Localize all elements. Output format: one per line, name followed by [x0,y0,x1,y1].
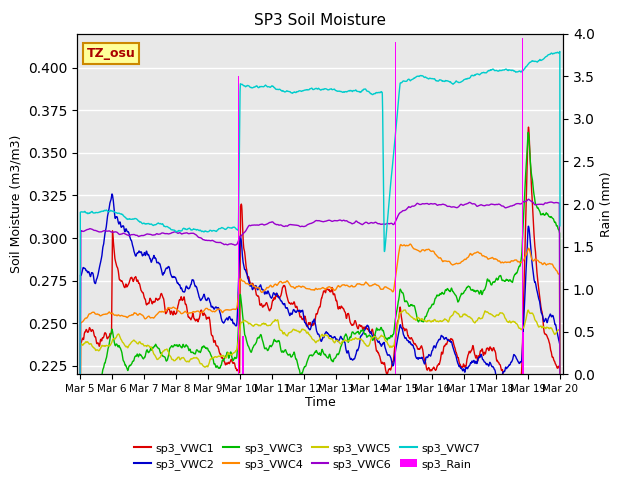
Title: SP3 Soil Moisture: SP3 Soil Moisture [254,13,386,28]
X-axis label: Time: Time [305,396,335,408]
Text: TZ_osu: TZ_osu [86,47,135,60]
Y-axis label: Soil Moisture (m3/m3): Soil Moisture (m3/m3) [9,135,22,273]
Y-axis label: Rain (mm): Rain (mm) [600,171,614,237]
Legend: sp3_VWC1, sp3_VWC2, sp3_VWC3, sp3_VWC4, sp3_VWC5, sp3_VWC6, sp3_VWC7, sp3_Rain: sp3_VWC1, sp3_VWC2, sp3_VWC3, sp3_VWC4, … [129,438,485,474]
